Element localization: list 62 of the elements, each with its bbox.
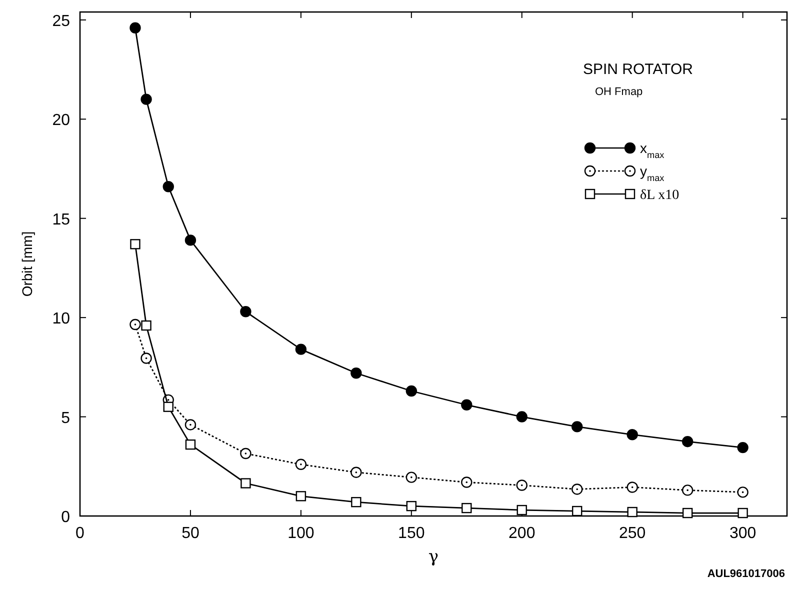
point xyxy=(130,22,141,34)
point xyxy=(516,411,528,422)
point xyxy=(516,480,528,491)
point xyxy=(572,484,583,495)
x-tick-label: 50 xyxy=(182,525,200,542)
point xyxy=(462,502,472,514)
y-tick-label: 10 xyxy=(52,310,70,328)
point xyxy=(406,385,418,397)
point xyxy=(737,442,748,454)
text: OH Fmap xyxy=(595,86,643,98)
legend-label: δL x10 xyxy=(640,188,680,203)
point xyxy=(162,181,174,192)
legend-label: y$_{max}$ xyxy=(640,163,665,183)
point xyxy=(295,344,307,355)
point xyxy=(350,466,362,478)
point xyxy=(240,478,251,488)
point xyxy=(627,506,638,518)
point xyxy=(406,472,418,483)
point xyxy=(626,482,638,493)
point xyxy=(461,476,472,488)
point xyxy=(240,306,252,318)
point xyxy=(140,352,152,364)
point xyxy=(296,491,306,502)
point xyxy=(572,421,583,432)
point xyxy=(737,486,748,498)
point xyxy=(185,439,196,450)
text: AUL961017006 xyxy=(707,568,785,580)
point xyxy=(350,368,362,379)
y-tick-label: 20 xyxy=(52,112,70,130)
point xyxy=(130,239,140,250)
x-tick-label: 150 xyxy=(398,525,425,542)
point xyxy=(184,419,196,430)
y-axis-title: Orbit [mm] xyxy=(19,231,35,297)
x-tick-label: 200 xyxy=(508,525,536,542)
x-tick-label: 300 xyxy=(729,525,756,542)
point xyxy=(682,436,694,448)
point xyxy=(351,497,362,508)
point xyxy=(240,448,252,460)
legend-label: x$_{max}$ xyxy=(640,140,665,160)
point xyxy=(516,504,527,516)
y-tick-label: 25 xyxy=(52,12,70,30)
point xyxy=(295,458,307,470)
y-tick-label: 0 xyxy=(61,509,70,526)
point xyxy=(184,234,196,246)
x-tick-label: 0 xyxy=(76,525,85,542)
point xyxy=(461,399,472,410)
point xyxy=(572,506,582,516)
text: SPIN ROTATOR xyxy=(583,61,694,78)
point xyxy=(682,484,694,496)
point xyxy=(682,508,693,518)
point xyxy=(141,320,152,331)
point xyxy=(406,500,417,512)
y-tick-label: 15 xyxy=(52,211,70,228)
x-axis-title: γ xyxy=(428,547,439,567)
point xyxy=(130,318,141,330)
point xyxy=(738,508,748,518)
point xyxy=(626,429,638,440)
x-tick-label: 100 xyxy=(288,525,314,542)
point xyxy=(140,94,152,105)
point xyxy=(163,402,174,412)
x-tick-label: 250 xyxy=(618,525,646,542)
y-tick-label: 5 xyxy=(61,410,70,427)
